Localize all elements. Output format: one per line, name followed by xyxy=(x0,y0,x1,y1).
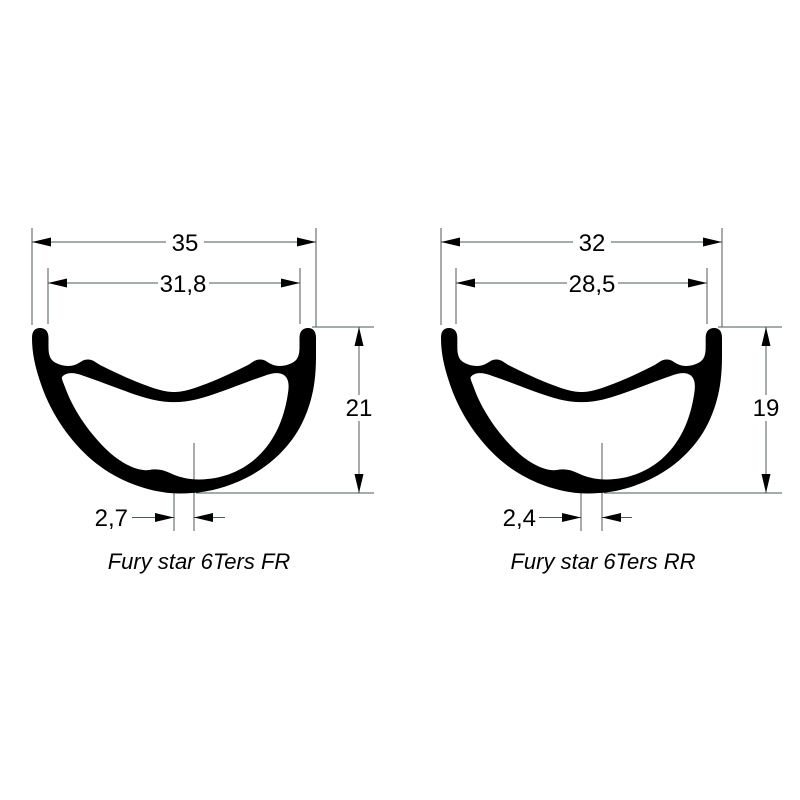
dim-arrow-icon xyxy=(761,327,771,346)
rr-outer-width-value: 32 xyxy=(579,230,606,257)
dim-arrow-icon xyxy=(297,237,316,247)
rr-dimension-depth: 19 xyxy=(753,327,780,493)
rr-spoke-offset-value: 2,4 xyxy=(503,505,536,532)
fr-outer-width-value: 35 xyxy=(172,230,199,257)
dim-arrow-icon xyxy=(703,237,722,247)
fr-spoke-offset-value: 2,7 xyxy=(95,505,128,532)
dim-arrow-icon xyxy=(441,237,460,247)
fr-dimension-inner-width: 31,8 xyxy=(48,271,300,298)
fr-dimension-outer-width: 35 xyxy=(32,230,316,257)
dim-arrow-icon xyxy=(32,237,51,247)
fr-dimension-depth: 21 xyxy=(346,327,373,493)
dim-arrow-icon xyxy=(354,474,364,493)
fr-depth-value: 21 xyxy=(346,395,373,422)
dim-arrow-icon xyxy=(602,513,621,522)
rim-cross-section xyxy=(441,328,722,494)
dim-arrow-icon xyxy=(155,513,174,522)
rim-cross-section xyxy=(32,328,316,494)
dim-arrow-icon xyxy=(354,327,364,346)
dim-arrow-icon xyxy=(48,278,67,288)
fr-inner-width-value: 31,8 xyxy=(160,271,207,298)
rr-depth-value: 19 xyxy=(753,395,780,422)
dim-arrow-icon xyxy=(194,513,213,522)
dim-arrow-icon xyxy=(761,474,771,493)
rr-dimension-outer-width: 32 xyxy=(441,230,722,257)
rim-diagram-fr: 35 31,8 21 2,7 Fury star 6Ters FR xyxy=(31,228,374,574)
dim-arrow-icon xyxy=(688,278,707,288)
fr-dimension-spoke-offset: 2,7 xyxy=(95,505,225,532)
fr-caption: Fury star 6Ters FR xyxy=(108,549,291,574)
dim-arrow-icon xyxy=(456,278,475,288)
rr-dimension-inner-width: 28,5 xyxy=(456,271,707,298)
rr-construction-lines xyxy=(440,228,782,531)
rr-caption: Fury star 6Ters RR xyxy=(510,549,695,574)
dim-arrow-icon xyxy=(562,513,581,522)
rr-dimension-spoke-offset: 2,4 xyxy=(503,505,632,532)
rr-inner-width-value: 28,5 xyxy=(569,271,616,298)
rim-diagram-rr: 32 28,5 19 2,4 Fury star 6Ters RR xyxy=(440,228,782,574)
dim-arrow-icon xyxy=(281,278,300,288)
